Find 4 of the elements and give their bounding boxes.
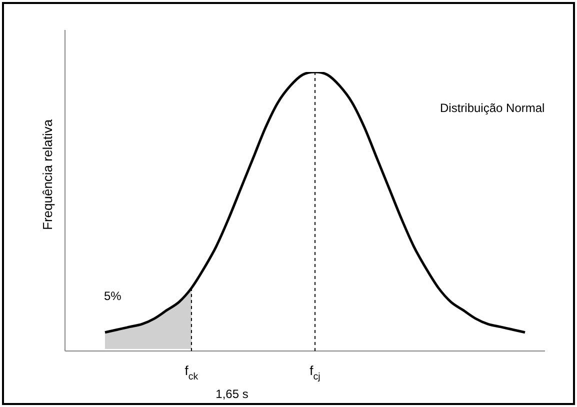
text: 1,65 s xyxy=(216,387,248,401)
y-axis-title: Frequência relativa xyxy=(40,119,55,230)
annotation: Distribuição Normal xyxy=(440,101,545,115)
annotation: 5% xyxy=(104,289,122,303)
